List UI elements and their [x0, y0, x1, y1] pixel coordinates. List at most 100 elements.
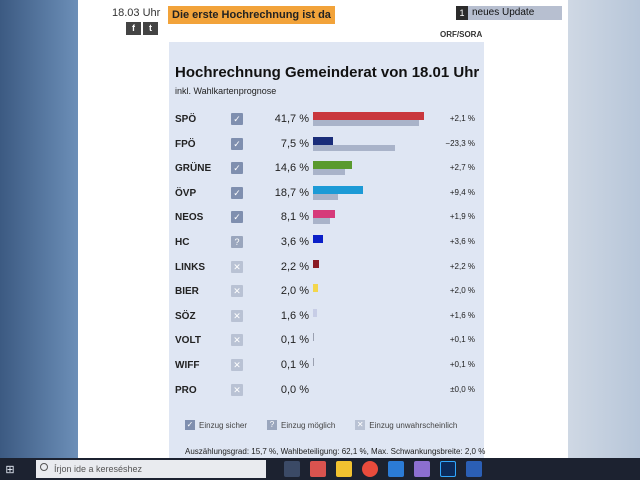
desktop-background-left [0, 0, 78, 458]
checkmark-icon: ✓ [231, 162, 243, 175]
bar-group [313, 284, 443, 300]
app-icon[interactable] [414, 461, 430, 477]
party-row: SPÖ ✓ 41,7 % +2,1 % [169, 108, 484, 132]
legend-label: Einzug möglich [281, 420, 336, 430]
checkmark-icon: ✓ [231, 137, 243, 150]
bar-group [313, 210, 443, 226]
search-placeholder: Írjon ide a kereséshez [54, 464, 143, 474]
legend-item-sicher: ✓ Einzug sicher [185, 420, 247, 430]
bar-group [313, 185, 443, 202]
bar-previous [313, 120, 419, 126]
bar-group [313, 235, 443, 251]
party-name: SPÖ [175, 114, 197, 125]
cross-icon: ✕ [231, 260, 243, 273]
vote-share-label: 7,5 % [280, 137, 309, 150]
change-label: −23,3 % [445, 138, 475, 148]
change-label: +0,1 % [449, 360, 475, 369]
media-player-icon[interactable] [310, 461, 326, 477]
party-row: PRO ✕ 0,0 % ±0,0 % [169, 379, 484, 403]
party-row: HC? 3,6 % +3,6 % [169, 231, 484, 255]
bar-current [313, 161, 352, 170]
bar-current [313, 210, 335, 219]
file-explorer-icon[interactable] [336, 461, 352, 477]
photoshop-icon[interactable] [440, 461, 456, 477]
change-label: +2,2 % [449, 261, 475, 271]
bar-group [313, 358, 443, 374]
task-view-icon[interactable] [284, 461, 300, 477]
vote-share-label: 18,7 % [274, 186, 309, 199]
party-row: BIER ✕ 2,0 % +2,0 % [169, 280, 484, 304]
chart-title: Hochrechnung Gemeinderat von 18.01 Uhr [175, 64, 480, 81]
party-name: BIER [175, 286, 199, 298]
change-label: +9,4 % [449, 187, 475, 197]
party-name: VOLT [175, 335, 201, 347]
change-label: +1,9 % [449, 212, 475, 222]
bar-group [313, 112, 443, 128]
party-name: FPÖ [175, 138, 196, 150]
bar-current [313, 308, 318, 317]
legend-item-unwahr: ✕ Einzug unwahrscheinlich [355, 420, 457, 430]
windows-start-icon[interactable]: ⊞ [5, 463, 15, 476]
bar-previous [313, 218, 330, 225]
vote-share-label: 2,2 % [280, 260, 309, 273]
search-icon [40, 463, 48, 471]
party-row: FPÖ ✓ 7,5 % −23,3 % [169, 133, 484, 157]
new-update-button[interactable]: 1 neues Update [456, 6, 563, 20]
cross-icon: ✕ [355, 420, 366, 430]
bar-group [313, 383, 443, 399]
party-name: HC [175, 237, 190, 248]
change-label: +2,7 % [449, 163, 475, 173]
party-row: WIFF ✕ 0,1 % +0,1 % [169, 354, 484, 378]
legend-item-moeglich: ? Einzug möglich [267, 420, 335, 430]
bar-current [313, 235, 323, 243]
bar-previous [313, 169, 345, 176]
chart-legend: ✓ Einzug sicher ? Einzug möglich ✕ Einzu… [185, 420, 457, 430]
desktop-background-right [568, 0, 640, 458]
election-chart-card: Hochrechnung Gemeinderat von 18.01 Uhr i… [169, 42, 485, 460]
twitter-icon[interactable]: t [143, 22, 158, 35]
vote-share-label: 14,6 % [274, 162, 309, 175]
cross-icon: ✕ [231, 309, 243, 322]
chrome-icon[interactable] [362, 461, 378, 477]
update-time: 18.03 Uhr [112, 7, 161, 19]
facebook-icon[interactable]: f [126, 22, 141, 35]
bar-current [313, 112, 425, 120]
vote-share-label: 3,6 % [280, 236, 309, 248]
party-row: LINKS ✕ 2,2 % +2,2 % [169, 256, 484, 280]
bar-group [313, 333, 443, 349]
legend-label: Einzug sicher [199, 420, 248, 430]
change-label: +3,6 % [449, 237, 475, 246]
change-label: +1,6 % [449, 310, 475, 320]
cross-icon: ✕ [231, 383, 243, 396]
edge-icon[interactable] [388, 461, 404, 477]
bar-group [313, 136, 443, 153]
cross-icon: ✕ [231, 359, 243, 371]
party-row: VOLT ✕ 0,1 % +0,1 % [169, 329, 484, 353]
party-row: ÖVP ✓ 18,7 % +9,4 % [169, 182, 484, 206]
checkmark-icon: ✓ [231, 211, 243, 224]
taskbar-search-input[interactable]: Írjon ide a kereséshez [36, 460, 266, 478]
party-row: NEOS ✓ 8,1 % +1,9 % [169, 206, 484, 230]
party-name: ÖVP [175, 187, 197, 199]
taskbar: ⊞ Írjon ide a kereséshez [0, 458, 640, 480]
party-name: PRO [175, 384, 197, 396]
bar-current [313, 136, 333, 145]
question-icon: ? [231, 236, 243, 248]
checkmark-icon: ✓ [231, 186, 243, 199]
vote-share-label: 0,1 % [280, 359, 309, 371]
party-name: WIFF [175, 360, 200, 371]
share-buttons: f t [126, 22, 158, 35]
checkmark-icon: ✓ [185, 420, 195, 430]
chart-subtitle: inkl. Wahlkartenprognose [175, 86, 277, 96]
change-label: ±0,0 % [450, 384, 475, 394]
cross-icon: ✕ [231, 285, 243, 298]
question-icon: ? [267, 420, 278, 430]
party-name: SÖZ [175, 310, 196, 322]
bar-group [313, 161, 443, 177]
vote-share-label: 0,0 % [280, 383, 309, 396]
bar-current [313, 185, 363, 194]
party-name: NEOS [175, 212, 204, 224]
bar-previous [313, 144, 396, 151]
word-icon[interactable] [466, 461, 482, 477]
